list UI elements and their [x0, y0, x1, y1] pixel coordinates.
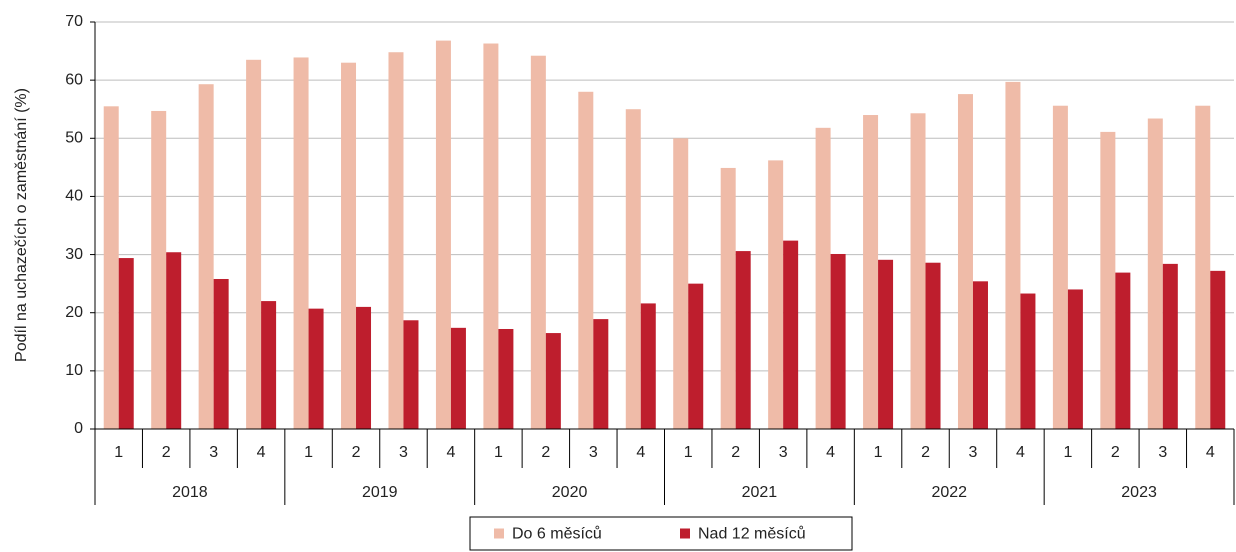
bar — [450, 327, 466, 429]
bar — [673, 138, 689, 430]
y-tick-label: 50 — [65, 130, 83, 147]
bar — [688, 283, 704, 429]
x-tick-label: 2 — [921, 444, 930, 461]
bar — [625, 109, 641, 429]
bar — [530, 55, 546, 429]
bar — [1067, 289, 1083, 429]
bar — [1052, 105, 1068, 430]
legend-box — [469, 516, 853, 551]
bar — [435, 40, 451, 429]
bar — [878, 259, 894, 429]
bar — [863, 115, 879, 430]
bar — [403, 320, 419, 429]
bar — [972, 281, 988, 429]
bar — [640, 303, 656, 429]
x-tick-label: 3 — [399, 444, 408, 461]
bar — [957, 94, 973, 430]
bar — [1020, 293, 1036, 429]
bar — [341, 62, 357, 429]
bar — [293, 57, 309, 430]
bar — [1005, 81, 1021, 429]
x-tick-label: 1 — [1063, 444, 1072, 461]
bar — [246, 59, 262, 430]
bar — [735, 251, 751, 429]
x-group-label: 2020 — [552, 484, 588, 501]
bar — [261, 301, 277, 429]
bar — [151, 110, 167, 430]
x-group-label: 2021 — [742, 484, 778, 501]
bar — [388, 52, 404, 430]
bar — [545, 333, 561, 429]
x-tick-label: 2 — [731, 444, 740, 461]
y-tick-label: 0 — [74, 420, 83, 437]
bar — [498, 328, 514, 429]
bar — [830, 253, 846, 429]
bar — [356, 306, 372, 429]
y-tick-label: 30 — [65, 246, 83, 263]
x-group-label: 2023 — [1121, 484, 1157, 501]
x-group-label: 2022 — [931, 484, 967, 501]
y-tick-label: 10 — [65, 362, 83, 379]
bar — [166, 252, 182, 429]
x-group-label: 2018 — [172, 484, 208, 501]
bar — [815, 127, 831, 429]
x-tick-label: 2 — [162, 444, 171, 461]
y-tick-label: 70 — [65, 13, 83, 30]
x-tick-label: 4 — [636, 444, 645, 461]
x-tick-label: 1 — [114, 444, 123, 461]
bar — [910, 113, 926, 429]
bar — [1115, 272, 1131, 429]
x-tick-label: 3 — [1158, 444, 1167, 461]
x-tick-label: 1 — [304, 444, 313, 461]
bar — [768, 160, 784, 429]
bar — [118, 258, 134, 429]
bar — [783, 240, 799, 429]
x-tick-label: 4 — [257, 444, 266, 461]
bar — [103, 106, 119, 430]
bar — [198, 84, 214, 429]
x-tick-label: 3 — [589, 444, 598, 461]
bar — [1195, 105, 1211, 430]
legend-swatch — [494, 528, 504, 539]
bar — [1210, 270, 1226, 429]
bar — [1100, 131, 1116, 429]
x-tick-label: 3 — [779, 444, 788, 461]
x-tick-label: 3 — [969, 444, 978, 461]
x-tick-label: 2 — [352, 444, 361, 461]
legend-label: Do 6 měsíců — [512, 525, 602, 543]
bar — [308, 308, 324, 429]
x-group-label: 2019 — [362, 484, 398, 501]
x-tick-label: 2 — [541, 444, 550, 461]
x-tick-label: 4 — [826, 444, 835, 461]
bar — [1162, 263, 1178, 429]
y-tick-label: 40 — [65, 188, 83, 205]
y-axis-label: Podíl na uchazečích o zaměstnání (%) — [13, 88, 30, 362]
x-tick-label: 1 — [684, 444, 693, 461]
bar — [925, 262, 941, 429]
y-tick-label: 20 — [65, 304, 83, 321]
bar — [483, 43, 499, 430]
x-tick-label: 4 — [446, 444, 455, 461]
bar — [1147, 118, 1163, 429]
bar — [593, 319, 609, 429]
y-tick-label: 60 — [65, 71, 83, 88]
x-tick-label: 1 — [494, 444, 503, 461]
bar — [720, 167, 736, 429]
x-tick-label: 1 — [874, 444, 883, 461]
x-tick-label: 4 — [1016, 444, 1025, 461]
bar — [578, 91, 594, 430]
legend-label: Nad 12 měsíců — [698, 525, 806, 543]
x-tick-label: 2 — [1111, 444, 1120, 461]
bar — [213, 278, 229, 429]
legend-swatch — [680, 528, 690, 539]
x-tick-label: 3 — [209, 444, 218, 461]
x-tick-label: 4 — [1206, 444, 1215, 461]
